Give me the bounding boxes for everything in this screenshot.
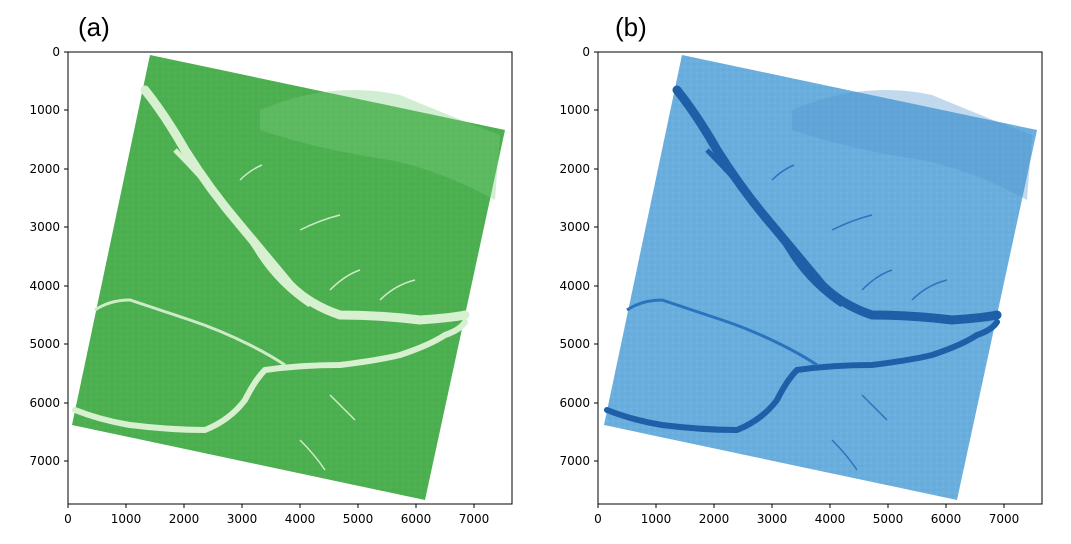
panel-b-river-braid <box>705 148 844 308</box>
panel-b-tributaries <box>771 164 948 471</box>
y-tick-label: 4000 <box>559 279 590 293</box>
panel-b-label: (b) <box>615 12 647 42</box>
panel-a-river-braid <box>173 148 312 308</box>
y-tick-label: 4000 <box>29 279 60 293</box>
panel-a-river-south <box>72 319 468 434</box>
panel-b-river-main <box>672 85 1002 325</box>
x-tick-label: 2000 <box>699 512 730 526</box>
panel-b-axes-frame <box>597 51 1043 505</box>
y-tick-label: 6000 <box>29 396 60 410</box>
x-tick-label: 5000 <box>343 512 374 526</box>
x-tick-label: 1000 <box>111 512 142 526</box>
y-tick-label: 1000 <box>29 103 60 117</box>
x-tick-label: 1000 <box>641 512 672 526</box>
panel-a-y-axis: 0 1000 2000 3000 4000 5000 6000 7000 <box>29 45 68 468</box>
y-tick-label: 7000 <box>29 454 60 468</box>
y-tick-label: 6000 <box>559 396 590 410</box>
y-tick-label: 2000 <box>29 162 60 176</box>
x-tick-label: 3000 <box>757 512 788 526</box>
x-tick-label: 4000 <box>815 512 846 526</box>
x-tick-label: 0 <box>64 512 72 526</box>
y-tick-label: 0 <box>582 45 590 59</box>
y-tick-label: 5000 <box>29 337 60 351</box>
panel-b-x-axis: 0 1000 2000 3000 4000 5000 6000 7000 <box>594 504 1019 526</box>
y-tick-label: 5000 <box>559 337 590 351</box>
x-tick-label: 6000 <box>401 512 432 526</box>
panel-a-river-west <box>94 298 286 367</box>
y-tick-label: 2000 <box>559 162 590 176</box>
panel-b-river-west <box>626 298 818 367</box>
x-tick-label: 3000 <box>227 512 258 526</box>
panel-a: 0 1000 2000 3000 4000 5000 6000 7000 0 1… <box>29 45 513 526</box>
x-tick-label: 0 <box>594 512 602 526</box>
panel-a-river-main <box>140 85 470 325</box>
x-tick-label: 7000 <box>989 512 1020 526</box>
panel-b-river-south <box>604 319 1000 434</box>
x-tick-label: 4000 <box>285 512 316 526</box>
panel-b-y-axis: 0 1000 2000 3000 4000 5000 6000 7000 <box>559 45 598 468</box>
panel-a-x-axis: 0 1000 2000 3000 4000 5000 6000 7000 <box>64 504 489 526</box>
x-tick-label: 6000 <box>931 512 962 526</box>
panel-a-label: (a) <box>78 12 110 42</box>
x-tick-label: 7000 <box>459 512 490 526</box>
y-tick-label: 3000 <box>29 220 60 234</box>
y-tick-label: 7000 <box>559 454 590 468</box>
panel-b-dark-zone <box>792 90 1032 200</box>
y-tick-label: 1000 <box>559 103 590 117</box>
panel-a-tributaries <box>239 164 416 471</box>
x-tick-label: 5000 <box>873 512 904 526</box>
x-tick-label: 2000 <box>169 512 200 526</box>
y-tick-label: 3000 <box>559 220 590 234</box>
panel-a-axes-frame <box>67 51 513 505</box>
panel-b: 0 1000 2000 3000 4000 5000 6000 7000 0 1… <box>559 45 1043 526</box>
panel-a-light-zone <box>260 90 500 200</box>
y-tick-label: 0 <box>52 45 60 59</box>
